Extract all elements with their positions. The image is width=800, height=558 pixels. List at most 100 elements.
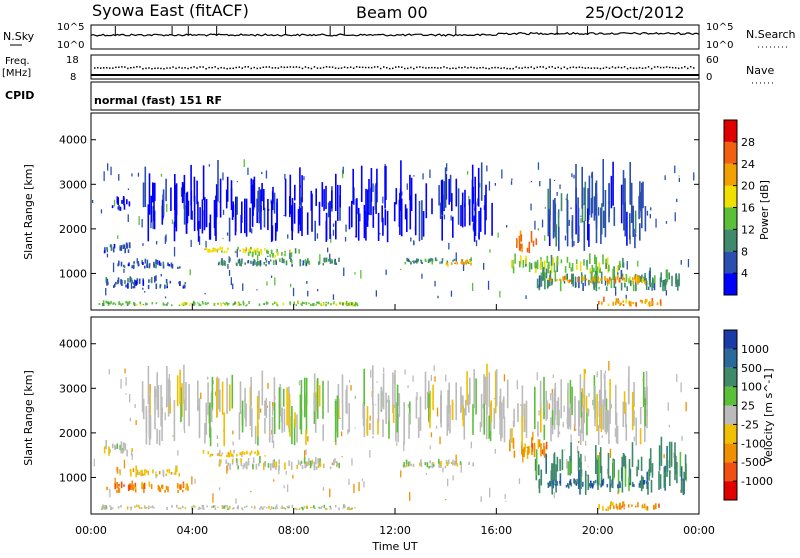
heatmap-cell [226, 250, 228, 253]
colorbar-tick-label: 500 [741, 362, 762, 375]
heatmap-cell [134, 404, 136, 408]
heatmap-cell [242, 248, 245, 251]
heatmap-cell [354, 301, 357, 305]
heatmap-cell [582, 481, 584, 487]
heatmap-cell [633, 484, 635, 487]
nave-dot [286, 66, 289, 68]
heatmap-cell [209, 454, 212, 458]
heatmap-cell [628, 477, 630, 492]
heatmap-cell [270, 463, 272, 471]
heatmap-cell [117, 235, 119, 239]
heatmap-cell [448, 459, 450, 465]
heatmap-cell [278, 387, 281, 430]
heatmap-cell [628, 304, 631, 307]
heatmap-cell [180, 484, 182, 490]
heatmap-cell [251, 228, 253, 234]
heatmap-cell [275, 504, 278, 508]
heatmap-cell [205, 240, 207, 248]
nave-dot [407, 67, 409, 70]
heatmap-cell [136, 504, 138, 508]
heatmap-cell [125, 377, 127, 386]
heatmap-cell [131, 483, 133, 490]
heatmap-cell [570, 207, 572, 210]
heatmap-cell [570, 434, 572, 442]
heatmap-cell [548, 403, 550, 410]
noise-left-tick-bottom: 10^0 [57, 40, 84, 51]
heatmap-cell [186, 199, 189, 223]
heatmap-cell [440, 180, 443, 214]
heatmap-cell [144, 469, 146, 476]
heatmap-cell [477, 198, 479, 206]
nave-dot [614, 67, 617, 69]
heatmap-cell [408, 461, 411, 466]
heatmap-cell [138, 278, 141, 284]
heatmap-cell [113, 285, 115, 288]
noise-panel-frame [90, 24, 700, 50]
heatmap-cell [260, 251, 263, 255]
heatmap-cell [150, 221, 152, 229]
y-tick-label: 3000 [59, 178, 87, 191]
heatmap-cell [459, 461, 462, 465]
heatmap-cell [648, 469, 650, 481]
nave-dot [617, 66, 620, 68]
heatmap-cell [239, 452, 242, 456]
nave-dot [283, 66, 286, 69]
heatmap-cell [108, 301, 110, 304]
heatmap-cell [336, 395, 339, 438]
nave-dot [674, 67, 677, 69]
heatmap-cell [538, 478, 541, 494]
heatmap-cell [384, 209, 387, 226]
heatmap-cell [305, 262, 308, 267]
heatmap-cell [387, 395, 390, 421]
heatmap-cell [655, 218, 657, 228]
heatmap-cell [435, 259, 438, 261]
heatmap-cell [217, 443, 219, 447]
heatmap-cell [396, 403, 399, 433]
heatmap-cell [579, 374, 582, 413]
heatmap-cell [580, 215, 582, 217]
heatmap-cell [528, 262, 531, 272]
nave-dot [503, 67, 505, 69]
nave-dot [208, 66, 210, 69]
y-tick-label: 1000 [59, 267, 87, 280]
heatmap-cell [591, 483, 593, 487]
heatmap-cell [465, 399, 467, 416]
nave-dot [181, 67, 183, 69]
heatmap-cell [574, 479, 576, 485]
heatmap-cell [167, 378, 170, 417]
heatmap-cell [191, 477, 193, 480]
heatmap-cell [229, 257, 231, 262]
heatmap-cell [616, 425, 619, 445]
heatmap-cell [197, 302, 199, 304]
heatmap-cell [410, 237, 412, 242]
power-heatmap [92, 159, 695, 307]
nave-dot [383, 66, 385, 68]
heatmap-cell [173, 400, 176, 442]
heatmap-cell [159, 262, 162, 267]
heatmap-cell [339, 417, 341, 419]
nave-dot [232, 67, 234, 70]
heatmap-cell [355, 302, 358, 306]
heatmap-cell [120, 245, 123, 251]
heatmap-cell [288, 460, 290, 467]
heatmap-cell [535, 267, 537, 273]
heatmap-cell [569, 480, 571, 485]
heatmap-cell [641, 274, 643, 282]
heatmap-cell [144, 166, 147, 207]
heatmap-cell [571, 386, 573, 416]
heatmap-cell [565, 198, 567, 201]
heatmap-cell [202, 450, 205, 454]
heatmap-cell [359, 213, 361, 222]
heatmap-cell [118, 205, 120, 211]
heatmap-cell [351, 200, 353, 228]
heatmap-cell [147, 471, 150, 476]
heatmap-cell [348, 380, 351, 383]
nave-dot [443, 66, 445, 68]
heatmap-cell [170, 262, 173, 268]
heatmap-cell [237, 302, 240, 306]
heatmap-cell [566, 459, 568, 469]
heatmap-cell [284, 173, 286, 180]
heatmap-cell [593, 267, 595, 273]
heatmap-cell [609, 505, 611, 510]
